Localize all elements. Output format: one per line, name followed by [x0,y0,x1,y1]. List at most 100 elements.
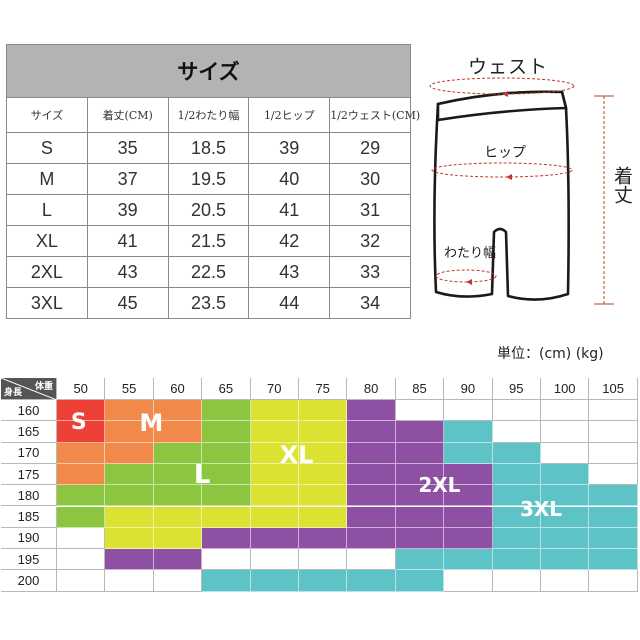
size-cell-3xl [541,485,590,507]
height-header: 190 [1,527,57,550]
size-cell-l [153,463,203,486]
table-cell: 30 [329,163,411,195]
size-cell-m [57,463,106,486]
size-cell-3xl [492,527,541,550]
size-cell-m [153,421,203,443]
size-cell-3xl [395,549,445,571]
size-cell-xl [250,463,299,486]
size-cell-empty [444,570,493,592]
zone-label-xl: XL [279,441,314,470]
size-cell-l [202,442,251,464]
size-cell-2xl [395,506,445,528]
size-cell-2xl [444,485,493,507]
size-table: サイズ サイズ 着丈(CM) 1/2わたり幅 1/2ヒップ 1/2ウェスト(CM… [6,44,420,319]
hip-label: ヒップ [484,145,526,161]
zone-label-s: S [70,410,87,436]
size-cell-3xl [541,506,590,528]
size-cell-2xl [347,506,396,528]
size-cell-m [57,442,106,464]
zone-label-2xl: 2XL [418,473,461,498]
table-cell: 41 [86,225,169,257]
size-cell-2xl [202,527,251,550]
size-cell-empty [57,570,106,592]
size-cell-3xl [444,421,493,443]
chart-corner: 体重 身長 [1,378,57,400]
weight-header: 95 [492,378,541,400]
weight-header: 80 [347,378,396,400]
size-cell-l [57,485,106,507]
size-cell-m [105,421,154,443]
size-cell-2xl [347,421,396,443]
weight-header: 60 [153,378,203,400]
height-header: 200 [1,570,57,592]
size-cell-xl [250,442,299,464]
size-cell-empty [395,400,445,422]
size-cell-3xl [492,506,541,528]
size-cell-2xl [444,463,493,486]
size-cell-empty [347,549,396,571]
weight-header: 75 [299,378,348,400]
size-cell-2xl [299,527,348,550]
table-cell: 44 [248,287,331,319]
size-cell-3xl [347,570,396,592]
size-cell-2xl [444,506,493,528]
table-cell: 32 [329,225,411,257]
size-cell-empty [541,400,590,422]
size-cell-empty [589,570,638,592]
table-cell: 43 [86,256,169,288]
size-cell-l [57,506,106,528]
table-row: S 35 18.5 39 29 [6,132,411,164]
size-cell-empty [541,442,590,464]
size-cell-l [153,485,203,507]
size-cell-2xl [395,421,445,443]
size-cell-3xl [492,485,541,507]
size-cell-empty [492,400,541,422]
size-cell-xl [250,506,299,528]
table-cell: 3XL [6,287,88,319]
height-header: 175 [1,463,57,486]
size-cell-empty [57,527,106,550]
height-header: 170 [1,442,57,464]
size-cell-empty [492,421,541,443]
weight-header: 70 [250,378,299,400]
size-cell-l [105,485,154,507]
size-cell-3xl [589,506,638,528]
size-cell-empty [589,463,638,486]
size-cell-3xl [395,570,445,592]
length-label: 着丈 [611,166,633,204]
size-cell-2xl [347,527,396,550]
size-cell-empty [250,549,299,571]
size-cell-empty [444,400,493,422]
size-cell-3xl [541,527,590,550]
size-cell-3xl [589,549,638,571]
size-cell-xl [250,485,299,507]
size-cell-s [57,400,106,422]
size-cell-l [202,463,251,486]
size-cell-l [153,442,203,464]
size-cell-l [202,421,251,443]
table-cell: 20.5 [167,194,250,226]
size-table-title: サイズ [6,44,411,98]
weight-header: 50 [57,378,106,400]
size-cell-m [105,400,154,422]
table-row: 2XL 43 22.5 43 33 [6,256,411,288]
size-cell-l [202,485,251,507]
weight-header: 105 [589,378,638,400]
corner-divider [1,378,57,400]
table-cell: L [6,194,88,226]
size-cell-xl [105,527,154,550]
table-cell: 21.5 [167,225,250,257]
table-row: 3XL 45 23.5 44 34 [6,287,411,319]
table-cell: XL [6,225,88,257]
zone-label-m: M [139,409,164,438]
table-cell: 35 [86,132,169,164]
size-cell-3xl [589,527,638,550]
height-header: 160 [1,400,57,422]
size-cell-2xl [395,527,445,550]
size-cell-m [153,400,203,422]
size-cell-2xl [347,400,396,422]
size-cell-2xl [347,463,396,486]
size-cell-3xl [299,570,348,592]
size-cell-empty [589,400,638,422]
weight-header: 100 [541,378,590,400]
